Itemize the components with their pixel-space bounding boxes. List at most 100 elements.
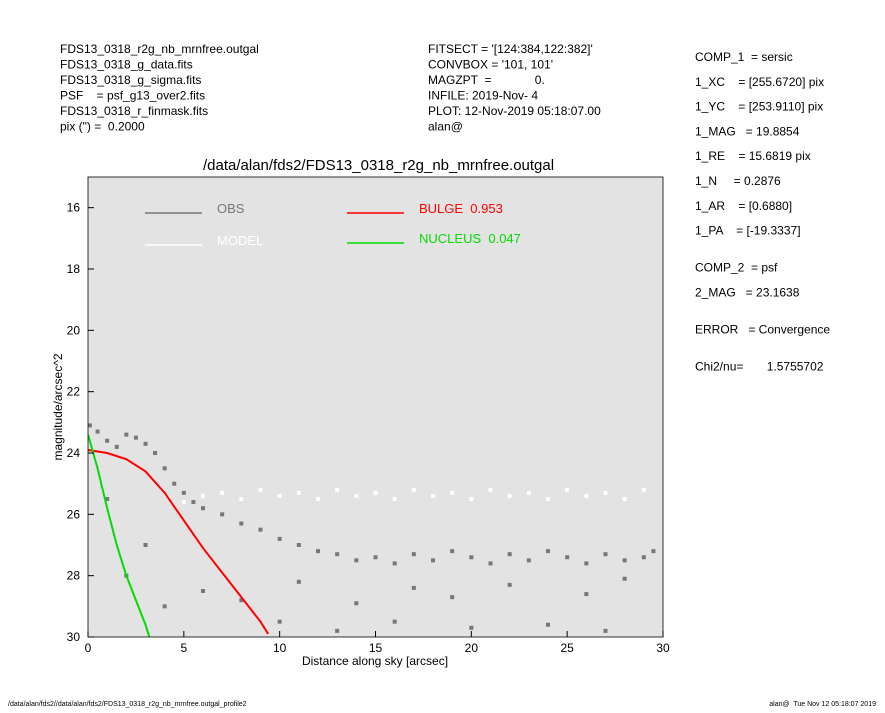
data-point [526, 490, 531, 495]
data-point [277, 619, 282, 624]
model-line [88, 434, 151, 637]
data-point [507, 582, 512, 587]
data-point [335, 487, 340, 492]
data-point [220, 490, 225, 495]
data-point [133, 435, 138, 440]
x-tick-label: 25 [560, 641, 574, 655]
data-point [546, 622, 550, 627]
fit-parameter: 1_MAG = 19.8854 [695, 124, 800, 138]
data-point [431, 558, 435, 563]
data-point [603, 628, 608, 633]
data-point [316, 497, 320, 501]
data-point [392, 619, 397, 624]
data-point [622, 497, 627, 501]
data-point [191, 500, 196, 505]
data-point [584, 493, 589, 498]
data-point [335, 552, 340, 557]
header-middle-line: PLOT: 12-Nov-2019 05:18:07.00 [428, 104, 601, 118]
x-tick-label: 30 [656, 641, 670, 655]
data-point [507, 552, 512, 557]
data-point [488, 561, 493, 566]
y-tick-label: 16 [67, 201, 81, 215]
data-point [239, 521, 244, 526]
x-tick-label: 5 [180, 641, 187, 655]
data-point [488, 487, 493, 492]
data-point [95, 429, 100, 434]
data-point [143, 441, 148, 446]
data-point [651, 549, 656, 554]
data-point [584, 561, 589, 566]
x-tick-label: 20 [465, 641, 479, 655]
y-axis-label: magnitude/arcsec^2 [51, 353, 65, 460]
data-point [277, 536, 282, 541]
fit-parameter: 2_MAG = 23.1638 [695, 286, 800, 300]
data-point [450, 549, 455, 554]
data-point [220, 512, 225, 517]
data-point [201, 589, 205, 593]
data-point [181, 490, 186, 495]
data-point [565, 487, 570, 492]
data-point [277, 493, 282, 498]
plot-layer [88, 423, 656, 637]
data-point [239, 598, 244, 603]
data-point [411, 487, 416, 492]
data-point [105, 438, 110, 443]
data-point [450, 490, 455, 495]
data-point [296, 579, 301, 584]
data-point [411, 585, 416, 590]
y-tick-label: 28 [67, 569, 81, 583]
footer-left: /data/alan/fds2//data/alan/fds2/FDS13_03… [8, 701, 247, 708]
fit-parameter: 1_AR = [0.6880] [695, 199, 792, 213]
data-point [622, 558, 627, 563]
data-point [641, 555, 646, 560]
data-point [411, 552, 416, 557]
data-point [622, 576, 627, 581]
fit-parameter: COMP_1 = sersic [695, 50, 793, 64]
data-point [354, 493, 359, 498]
chart-title: /data/alan/fds2/FDS13_0318_r2g_nb_mrnfre… [203, 157, 554, 174]
fit-parameter: 1_RE = 15.6819 pix [695, 149, 811, 163]
header-middle-line: FITSECT = '[124:384,122:382]' [428, 42, 593, 56]
header-left-line: pix (") = 0.2000 [60, 120, 145, 134]
y-tick-label: 24 [67, 446, 81, 460]
legend-label: NUCLEUS 0.047 [419, 231, 521, 246]
y-tick-label: 22 [67, 385, 81, 399]
model-line [88, 448, 270, 635]
x-axis-label: Distance along sky [arcsec] [302, 654, 448, 668]
data-point [88, 423, 92, 428]
data-point [201, 506, 205, 511]
plot-frame [87, 176, 664, 638]
data-point [143, 543, 148, 547]
fit-parameter: COMP_2 = psf [695, 261, 778, 275]
y-tick-label: 26 [67, 507, 81, 521]
header-left-line: FDS13_0318_g_sigma.fits [60, 73, 201, 87]
data-point [431, 493, 435, 498]
header-left-line: PSF = psf_g13_over2.fits [60, 89, 205, 103]
x-tick-label: 15 [369, 641, 383, 655]
data-point [296, 490, 301, 495]
fit-parameter: 1_YC = [253.9110] pix [695, 100, 823, 114]
data-point [469, 497, 474, 501]
data-point [114, 444, 119, 449]
data-point [526, 558, 531, 563]
data-point [258, 527, 263, 532]
data-point [469, 555, 474, 560]
data-point [316, 549, 320, 554]
data-point [335, 628, 340, 633]
data-point [603, 490, 608, 495]
data-point [603, 552, 608, 557]
legend-label: MODEL [217, 233, 263, 248]
data-point [469, 625, 474, 630]
header-left-line: FDS13_0318_r2g_nb_mrnfree.outgal [60, 42, 259, 56]
data-point [258, 487, 263, 492]
data-point [546, 549, 550, 554]
fit-parameter: Chi2/nu= 1.5755702 [695, 360, 824, 374]
header-middle-line: alan@ [428, 120, 463, 134]
data-point [354, 601, 359, 606]
fit-parameter: 1_XC = [255.6720] pix [695, 75, 824, 89]
data-point [153, 451, 158, 455]
data-point [354, 558, 359, 563]
legend-label: BULGE 0.953 [419, 201, 503, 216]
legend-label: OBS [217, 201, 245, 216]
